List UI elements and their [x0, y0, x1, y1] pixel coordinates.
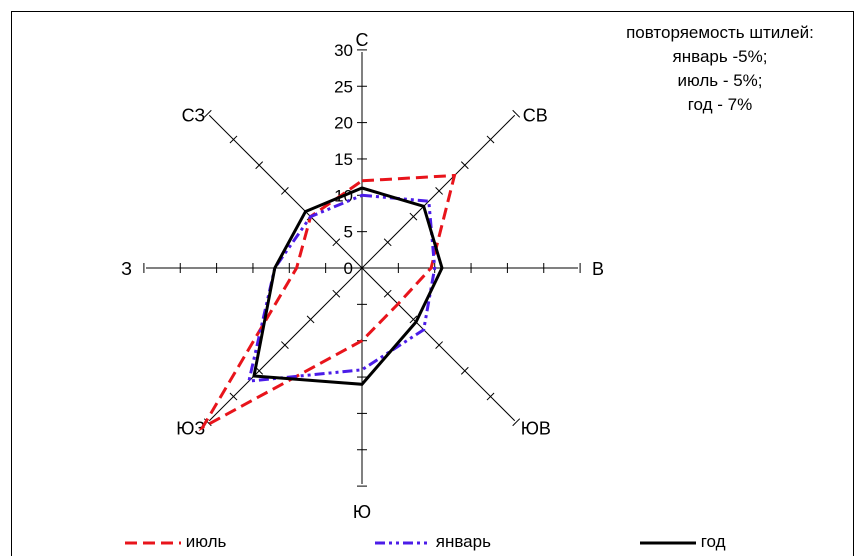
legend-swatch-january: [375, 541, 431, 545]
direction-label-7: СЗ: [182, 105, 206, 125]
axis-tick: [383, 289, 392, 298]
axis-tick: [460, 366, 469, 375]
axis-tick: [409, 212, 418, 221]
axis-tick: [281, 341, 289, 349]
legend-swatch-year: [640, 541, 696, 545]
series-year: [252, 186, 444, 386]
calm-frequency-year: год - 7%: [687, 95, 753, 114]
axis-tick: [460, 161, 469, 170]
axis-tick: [281, 187, 289, 195]
axis-tick: [435, 187, 443, 195]
radial-tick-label: 5: [344, 223, 353, 242]
radial-tick-label: 25: [334, 77, 353, 96]
legend-item-january: январь: [375, 531, 491, 553]
series-january: [246, 193, 437, 383]
direction-label-4: Ю: [353, 502, 371, 522]
direction-label-2: В: [592, 259, 604, 279]
legend-item-year: год: [640, 531, 726, 553]
axis-tick: [409, 315, 418, 324]
axis-tick: [203, 109, 212, 118]
direction-label-5: ЮЗ: [176, 419, 205, 439]
axis-5: [208, 267, 363, 422]
axis-tick: [435, 341, 443, 349]
axis-tick: [229, 392, 238, 401]
axis-tick: [229, 135, 238, 144]
legend-swatch-july: [125, 541, 181, 545]
axis-tick: [306, 315, 315, 324]
calm-frequency-july: июль - 5%;: [677, 71, 763, 90]
radial-tick-label: 15: [334, 150, 353, 169]
calm-frequency-title: повторяемость штилей:: [626, 23, 814, 42]
chart-frame: [11, 11, 854, 556]
axis-tick: [512, 418, 521, 427]
series-july: [198, 173, 457, 432]
axis-tick: [486, 392, 495, 401]
radial-tick-label: 20: [334, 114, 353, 133]
radial-tick-label: 0: [344, 259, 353, 278]
axis-tick: [332, 238, 341, 247]
axis-tick: [255, 161, 264, 170]
legend-label-july: июль: [185, 532, 227, 551]
legend-item-july: июль: [125, 531, 226, 553]
calm-frequency-january: январь -5%;: [672, 47, 768, 66]
axis-tick: [383, 238, 392, 247]
axis-tick: [512, 109, 521, 118]
axis-3: [361, 267, 516, 422]
radial-tick-label: 30: [334, 41, 353, 60]
axis-tick: [486, 135, 495, 144]
legend-label-january: январь: [435, 532, 491, 551]
direction-label-3: ЮВ: [521, 419, 551, 439]
direction-label-6: З: [121, 259, 132, 279]
direction-label-0: С: [356, 30, 369, 50]
axis-tick: [332, 289, 341, 298]
direction-label-1: СВ: [523, 105, 548, 125]
legend-label-year: год: [700, 532, 726, 551]
